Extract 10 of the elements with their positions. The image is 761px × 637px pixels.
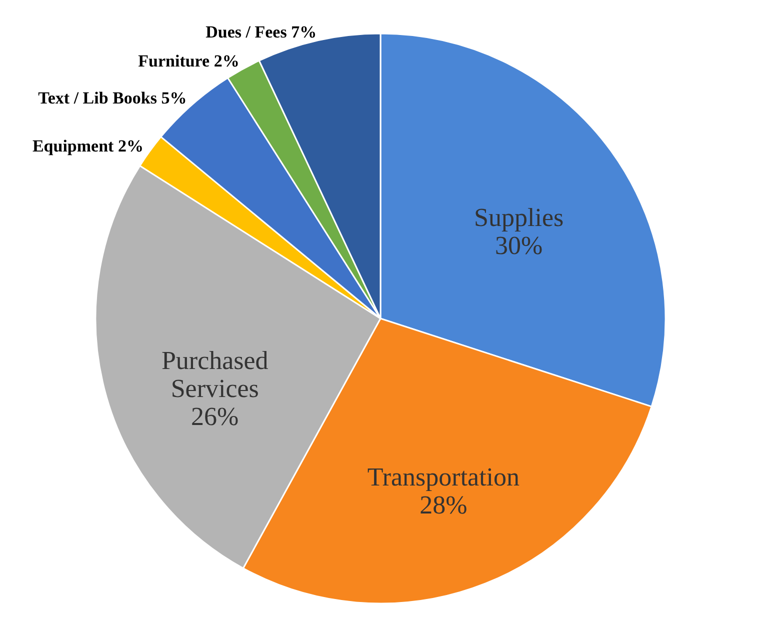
slice-label: Supplies [474,202,564,232]
slice-label: Purchased Services [161,346,268,404]
slice-label: Text / Lib Books 5% [38,88,187,108]
slice-label: Dues / Fees 7% [206,22,317,42]
data-label: 28% [420,490,468,520]
slice-label: Transportation [367,462,520,492]
slice-label: Equipment 2% [32,136,144,156]
data-label: 26% [191,402,239,432]
data-label: 30% [495,230,543,260]
slice-label: Furniture 2% [138,52,240,71]
